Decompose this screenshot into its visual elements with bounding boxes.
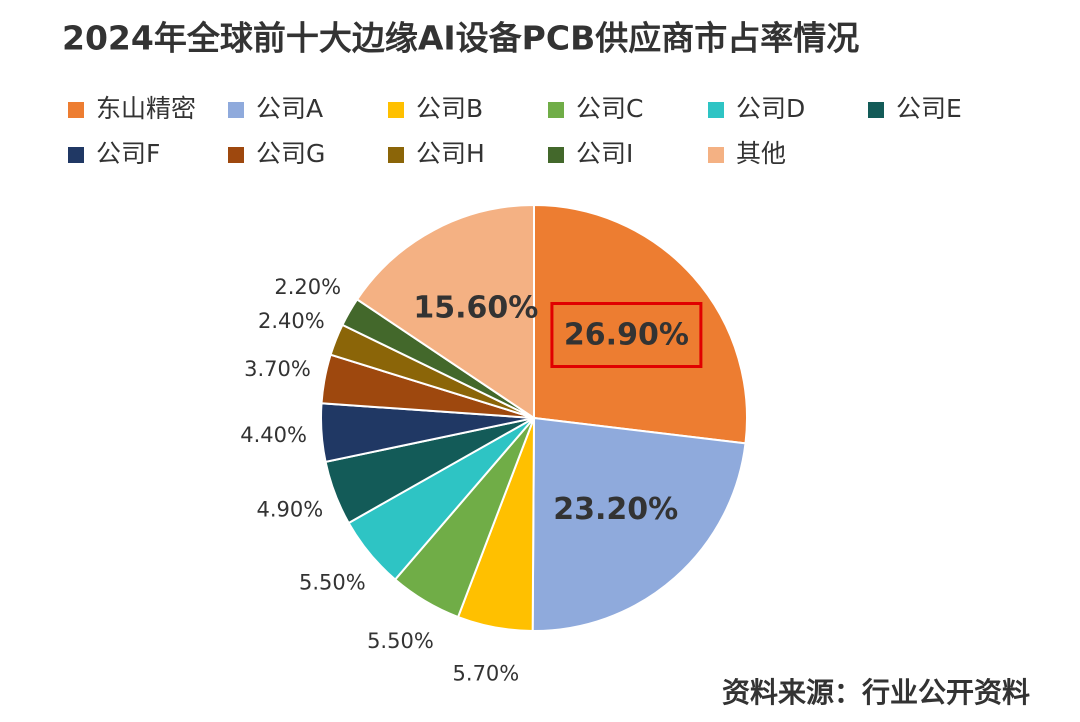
data-label: 5.50%: [367, 629, 434, 653]
data-label: 5.70%: [453, 662, 520, 686]
data-label: 2.40%: [258, 309, 325, 333]
legend-swatch: [388, 147, 404, 163]
legend-label: 公司F: [96, 139, 160, 168]
legend-label: 公司C: [576, 94, 643, 123]
legend-swatch: [388, 102, 404, 118]
legend-label: 公司D: [736, 94, 805, 123]
data-label: 4.40%: [240, 423, 307, 447]
data-label: 26.90%: [564, 318, 689, 353]
legend-swatch: [708, 102, 724, 118]
data-label: 2.20%: [274, 275, 341, 299]
pie-slice: [533, 203, 748, 445]
legend-swatch: [548, 102, 564, 118]
legend-label: 公司B: [416, 94, 483, 123]
data-label: 23.20%: [553, 492, 678, 527]
legend-swatch: [548, 147, 564, 163]
legend-label: 公司A: [256, 94, 323, 123]
legend-label: 公司I: [576, 139, 633, 168]
pie-slice: [531, 416, 747, 632]
legend-swatch: [68, 147, 84, 163]
chart-title: 2024年全球前十大边缘AI设备PCB供应商市占率情况: [62, 19, 859, 58]
legend-label: 公司G: [256, 139, 325, 168]
data-label: 15.60%: [413, 291, 538, 326]
data-label: 4.90%: [256, 497, 323, 521]
pie-slice: [355, 203, 535, 420]
legend-swatch: [228, 147, 244, 163]
data-label: 3.70%: [244, 357, 311, 381]
legend-swatch: [708, 147, 724, 163]
legend-label: 其他: [736, 139, 786, 168]
legend-label: 东山精密: [96, 94, 196, 123]
legend-label: 公司E: [896, 94, 962, 123]
legend-swatch: [68, 102, 84, 118]
highlight-box: [550, 302, 703, 369]
source-note: 资料来源：行业公开资料: [722, 676, 1030, 709]
legend-swatch: [228, 102, 244, 118]
data-label: 5.50%: [299, 571, 366, 595]
legend-swatch: [868, 102, 884, 118]
legend-label: 公司H: [416, 139, 485, 168]
